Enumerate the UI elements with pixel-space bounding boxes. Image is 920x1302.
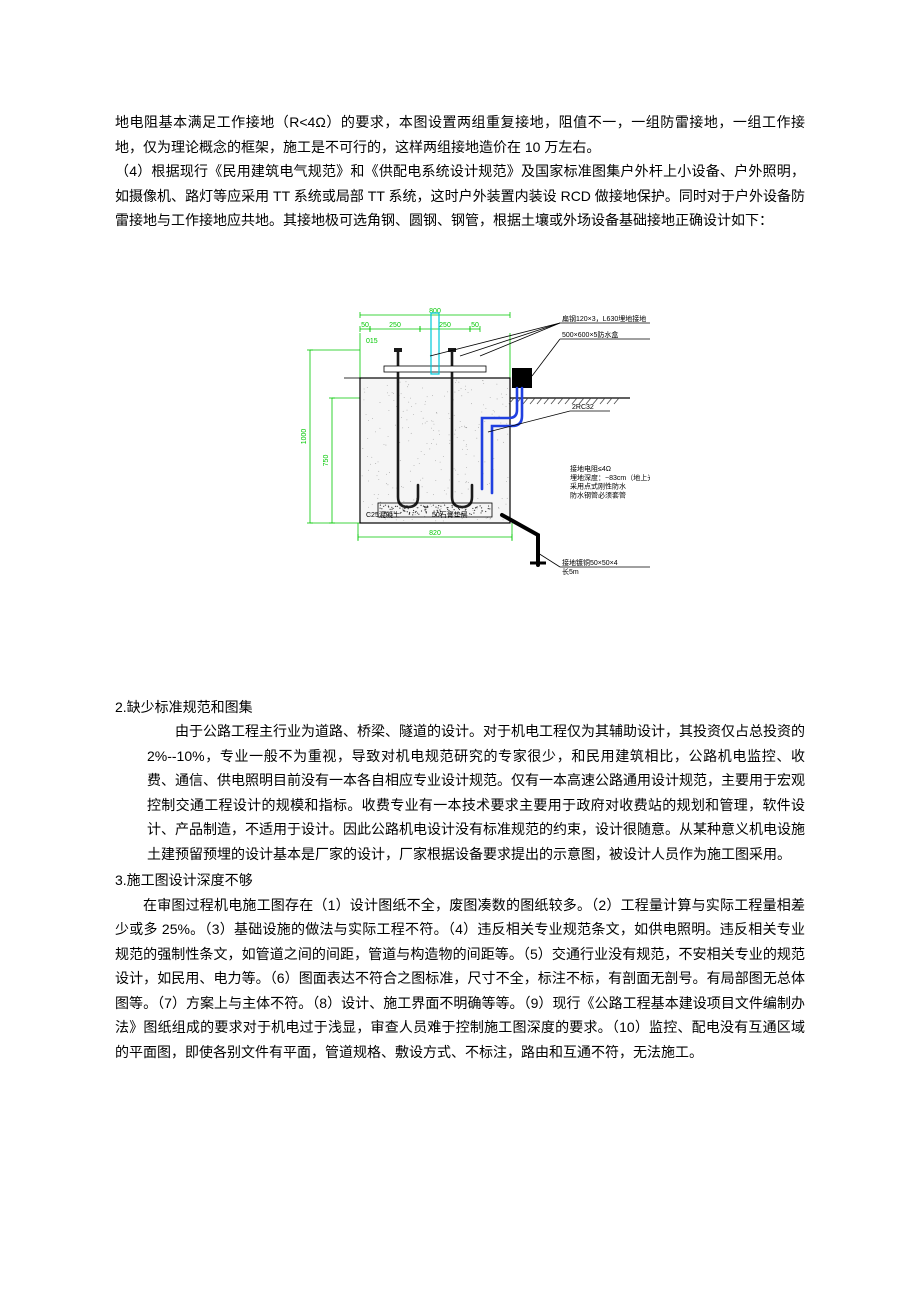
svg-text:500×600×5防水盒: 500×600×5防水盒: [562, 330, 618, 339]
svg-text:接地电阻≤4Ω埋地深度：−83cm（地上光下：采用点式刚性防: 接地电阻≤4Ω埋地深度：−83cm（地上光下：采用点式刚性防水防水钢管必须套管: [570, 464, 650, 499]
svg-text:015: 015: [366, 338, 378, 345]
svg-text:2RC32: 2RC32: [572, 404, 594, 411]
intro-paragraph-2: （4）根据现行《民用建筑电气规范》和《供配电系统设计规范》及国家标准图集户外杆上…: [115, 159, 805, 233]
svg-text:C25混凝土: C25混凝土: [366, 510, 400, 519]
section-3-heading: 3.施工图设计深度不够: [115, 868, 805, 893]
svg-text:750: 750: [323, 454, 330, 466]
svg-text:50: 50: [471, 322, 479, 329]
svg-text:50石膏垫层: 50石膏垫层: [432, 510, 468, 519]
svg-text:820: 820: [429, 530, 441, 537]
svg-text:50: 50: [361, 322, 369, 329]
svg-text:250: 250: [389, 322, 401, 329]
section-2-body: 由于公路工程主行业为道路、桥梁、隧道的设计。对于机电工程仅为其辅助设计，其投资仅…: [147, 719, 805, 866]
section-3-body: 在审图过程机电施工图存在（1）设计图纸不全，废图凑数的图纸较多。（2）工程量计算…: [115, 893, 805, 1065]
intro-paragraph-1: 地电阻基本满足工作接地（R<4Ω）的要求，本图设置两组重复接地，阻值不一，一组防…: [115, 110, 805, 159]
svg-text:扁钢120×3，L630埋地接地: 扁钢120×3，L630埋地接地: [562, 314, 646, 323]
foundation-grounding-diagram: 80050250250500151000750扁钢120×3，L630埋地接地5…: [115, 233, 805, 693]
svg-text:250: 250: [439, 322, 451, 329]
svg-text:接地镀铜50×50×4长5m: 接地镀铜50×50×4长5m: [562, 558, 618, 576]
section-2-heading: 2.缺少标准规范和图集: [115, 695, 805, 720]
svg-text:1000: 1000: [301, 428, 308, 444]
